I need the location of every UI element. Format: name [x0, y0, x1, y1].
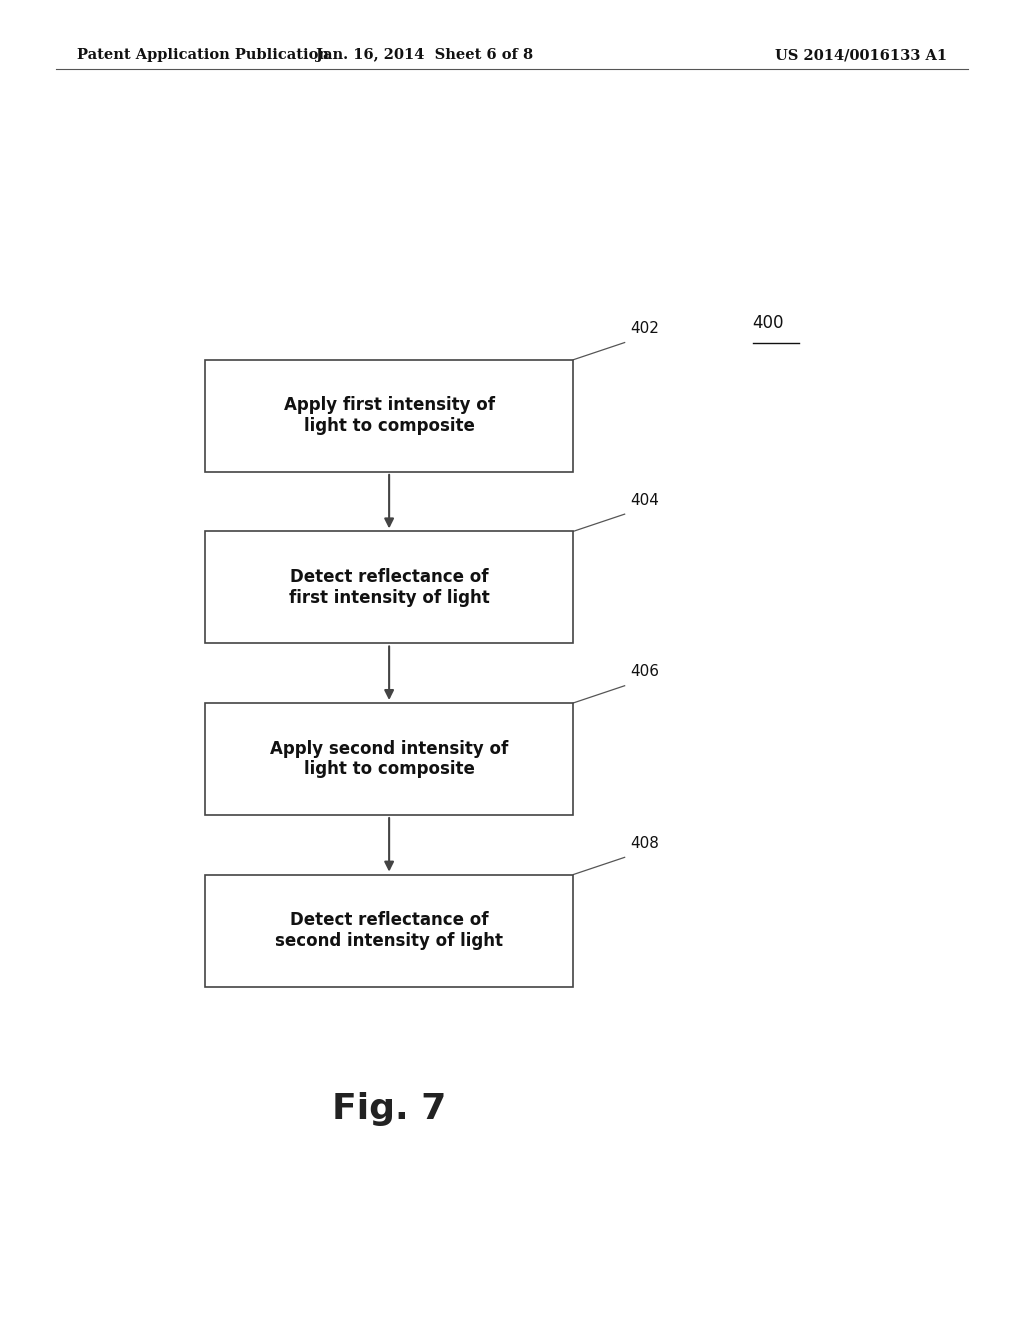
FancyBboxPatch shape — [205, 874, 573, 987]
Text: Jan. 16, 2014  Sheet 6 of 8: Jan. 16, 2014 Sheet 6 of 8 — [316, 49, 534, 62]
Text: US 2014/0016133 A1: US 2014/0016133 A1 — [775, 49, 947, 62]
Text: Apply first intensity of
light to composite: Apply first intensity of light to compos… — [284, 396, 495, 436]
Text: Detect reflectance of
first intensity of light: Detect reflectance of first intensity of… — [289, 568, 489, 607]
Text: Patent Application Publication: Patent Application Publication — [77, 49, 329, 62]
Text: Detect reflectance of
second intensity of light: Detect reflectance of second intensity o… — [275, 911, 503, 950]
Text: 400: 400 — [753, 314, 784, 333]
FancyBboxPatch shape — [205, 702, 573, 814]
FancyBboxPatch shape — [205, 531, 573, 643]
Text: 406: 406 — [630, 664, 658, 678]
Text: 404: 404 — [630, 492, 658, 507]
Text: 402: 402 — [630, 321, 658, 335]
Text: Fig. 7: Fig. 7 — [332, 1092, 446, 1126]
FancyBboxPatch shape — [205, 359, 573, 471]
Text: 408: 408 — [630, 836, 658, 851]
Text: Apply second intensity of
light to composite: Apply second intensity of light to compo… — [270, 739, 508, 779]
